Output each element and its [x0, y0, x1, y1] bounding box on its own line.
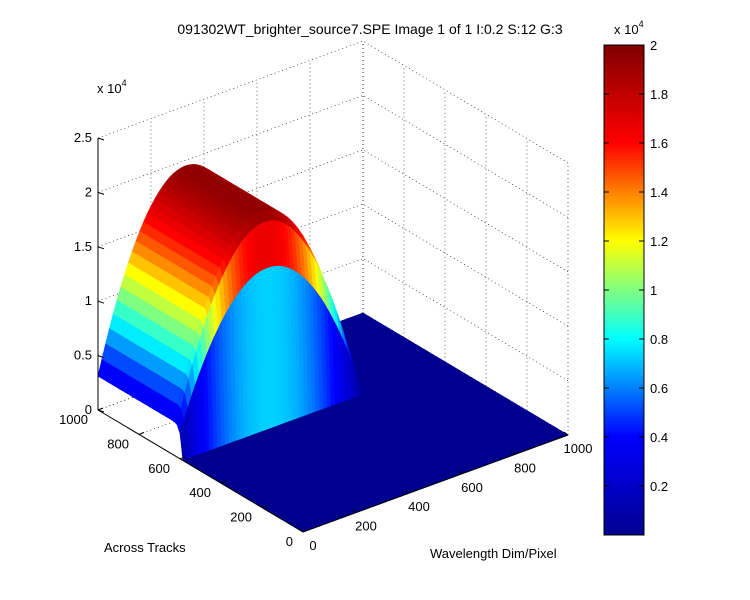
z-tick-label: 2: [85, 184, 92, 199]
z-tick-label: 1: [85, 293, 92, 308]
y-tick-label: 800: [107, 436, 129, 451]
grid-line: [362, 40, 569, 164]
z-tick-mark: [97, 137, 105, 141]
y-tick-label: 200: [230, 510, 252, 525]
grid-line: [362, 203, 569, 327]
y-tick-mark: [97, 407, 104, 411]
z-tick-mark: [97, 191, 105, 195]
grid-line: [97, 95, 364, 193]
grid-line: [97, 40, 364, 139]
z-tick-label: 2.5: [74, 130, 92, 145]
y-tick-label: 0: [286, 534, 293, 549]
y-tick-label: 600: [148, 461, 170, 476]
chart-title: 091302WT_brighter_source7.SPE Image 1 of…: [177, 21, 562, 37]
x-tick-label: 400: [408, 499, 430, 514]
y-tick-mark: [138, 431, 145, 435]
z-tick-mark: [97, 246, 105, 250]
grid-line: [362, 95, 569, 218]
z-tick-label: 1.5: [74, 239, 92, 254]
grid-line: [362, 149, 569, 273]
x-tick-label: 800: [514, 460, 536, 475]
z-tick-label: 0.5: [74, 348, 92, 363]
surface-plot: [97, 164, 569, 533]
y-tick-label: 1000: [59, 412, 88, 427]
z-tick-mark: [97, 300, 105, 304]
x-tick-label: 200: [355, 519, 377, 534]
y-tick-label: 400: [189, 485, 211, 500]
x-tick-label: 600: [461, 480, 483, 495]
x-tick-label: 0: [309, 538, 316, 553]
